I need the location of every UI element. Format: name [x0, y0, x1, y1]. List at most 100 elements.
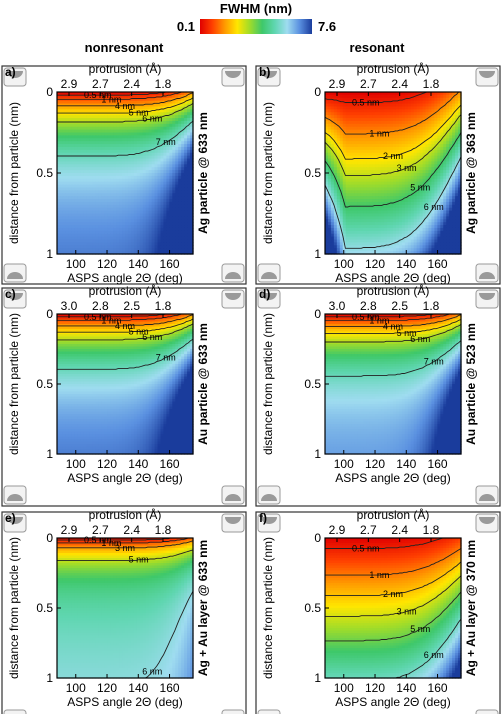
heatmap-cell: [404, 167, 409, 171]
heatmap-cell: [372, 112, 376, 116]
heatmap-cell: [419, 164, 424, 168]
heatmap-cell: [113, 175, 117, 180]
heatmap-cell: [175, 144, 179, 148]
heatmap-cell: [157, 178, 162, 183]
heatmap-cell: [434, 103, 438, 108]
heatmap-cell: [148, 94, 153, 99]
heatmap-cell: [125, 132, 129, 136]
heatmap-cell: [378, 199, 382, 203]
heatmap-cell: [354, 173, 359, 177]
heatmap-cell: [62, 193, 67, 197]
heatmap-cell: [443, 201, 447, 206]
heatmap-cell: [127, 173, 132, 177]
heatmap-cell: [404, 230, 409, 235]
heatmap-cell: [59, 233, 64, 238]
heatmap-cell: [98, 173, 102, 177]
heatmap-cell: [363, 230, 367, 235]
heatmap-cell: [107, 242, 111, 246]
heatmap-cell: [363, 167, 367, 171]
heatmap-cell: [157, 132, 162, 136]
heatmap-cell: [166, 126, 170, 131]
heatmap-cell: [184, 103, 188, 108]
heatmap-cell: [387, 193, 391, 197]
heatmap-cell: [160, 201, 165, 206]
heatmap-cell: [434, 152, 438, 157]
heatmap-cell: [333, 112, 338, 116]
heatmap-cell: [116, 155, 120, 160]
heatmap-cell: [416, 178, 421, 183]
heatmap-cell: [119, 187, 123, 191]
heatmap-cell: [125, 164, 129, 168]
heatmap-cell: [62, 144, 67, 148]
heatmap-cell: [157, 164, 162, 168]
heatmap-cell: [345, 141, 350, 145]
heatmap-cell: [59, 135, 64, 139]
heatmap-cell: [119, 251, 123, 255]
heatmap-cell: [125, 118, 129, 122]
heatmap-cell: [130, 158, 135, 163]
heatmap-cell: [333, 135, 338, 139]
heatmap-cell: [410, 225, 415, 229]
heatmap-cell: [375, 181, 379, 186]
heatmap-cell: [345, 115, 350, 119]
heatmap-cell: [425, 207, 430, 212]
heatmap-cell: [407, 196, 412, 200]
tip-icon: [221, 263, 245, 283]
heatmap-cell: [390, 230, 394, 235]
heatmap-cell: [443, 138, 447, 142]
heatmap-cell: [190, 141, 194, 145]
heatmap-cell: [145, 204, 150, 209]
heatmap-cell: [169, 92, 173, 96]
heatmap-cell: [160, 164, 165, 168]
heatmap-cell: [101, 155, 105, 160]
heatmap-cell: [369, 216, 373, 220]
heatmap-cell: [98, 132, 102, 136]
heatmap-cell: [136, 213, 141, 217]
heatmap-cell: [139, 123, 144, 128]
heatmap-cell: [354, 181, 359, 186]
heatmap-cell: [407, 112, 412, 116]
heatmap-cell: [89, 236, 94, 241]
heatmap-cell: [145, 167, 150, 171]
heatmap-cell: [431, 227, 435, 232]
heatmap-cell: [160, 242, 165, 246]
heatmap-cell: [145, 190, 150, 194]
heatmap-cell: [101, 173, 105, 177]
heatmap-cell: [98, 103, 102, 108]
heatmap-cell: [325, 120, 329, 125]
heatmap-cell: [354, 175, 359, 180]
heatmap-cell: [80, 144, 85, 148]
heatmap-cell: [327, 236, 332, 241]
heatmap-cell: [443, 161, 447, 165]
heatmap-cell: [446, 201, 450, 206]
heatmap-cell: [354, 152, 359, 157]
heatmap-cell: [184, 92, 188, 96]
heatmap-cell: [65, 170, 70, 174]
heatmap-cell: [390, 132, 394, 136]
heatmap-cell: [387, 164, 391, 168]
heatmap-cell: [410, 97, 415, 102]
heatmap-cell: [104, 242, 108, 246]
heatmap-cell: [95, 170, 99, 174]
heatmap-cell: [357, 144, 362, 148]
heatmap-cell: [74, 100, 79, 105]
heatmap-cell: [434, 181, 438, 186]
heatmap-cell: [83, 225, 88, 229]
heatmap-cell: [428, 103, 433, 108]
heatmap-cell: [178, 120, 182, 125]
heatmap-cell: [139, 132, 144, 136]
heatmap-cell: [345, 193, 350, 197]
heatmap-cell: [68, 109, 73, 113]
heatmap-cell: [425, 225, 430, 229]
heatmap-cell: [384, 146, 388, 151]
heatmap-cell: [410, 164, 415, 168]
heatmap-cell: [330, 207, 335, 212]
heatmap-cell: [325, 210, 329, 215]
heatmap-cell: [80, 155, 85, 160]
heatmap-cell: [354, 207, 359, 212]
heatmap-cell: [130, 92, 135, 96]
heatmap-cell: [113, 152, 117, 157]
heatmap-cell: [381, 164, 385, 168]
heatmap-cell: [57, 144, 61, 148]
heatmap-cell: [142, 106, 147, 110]
